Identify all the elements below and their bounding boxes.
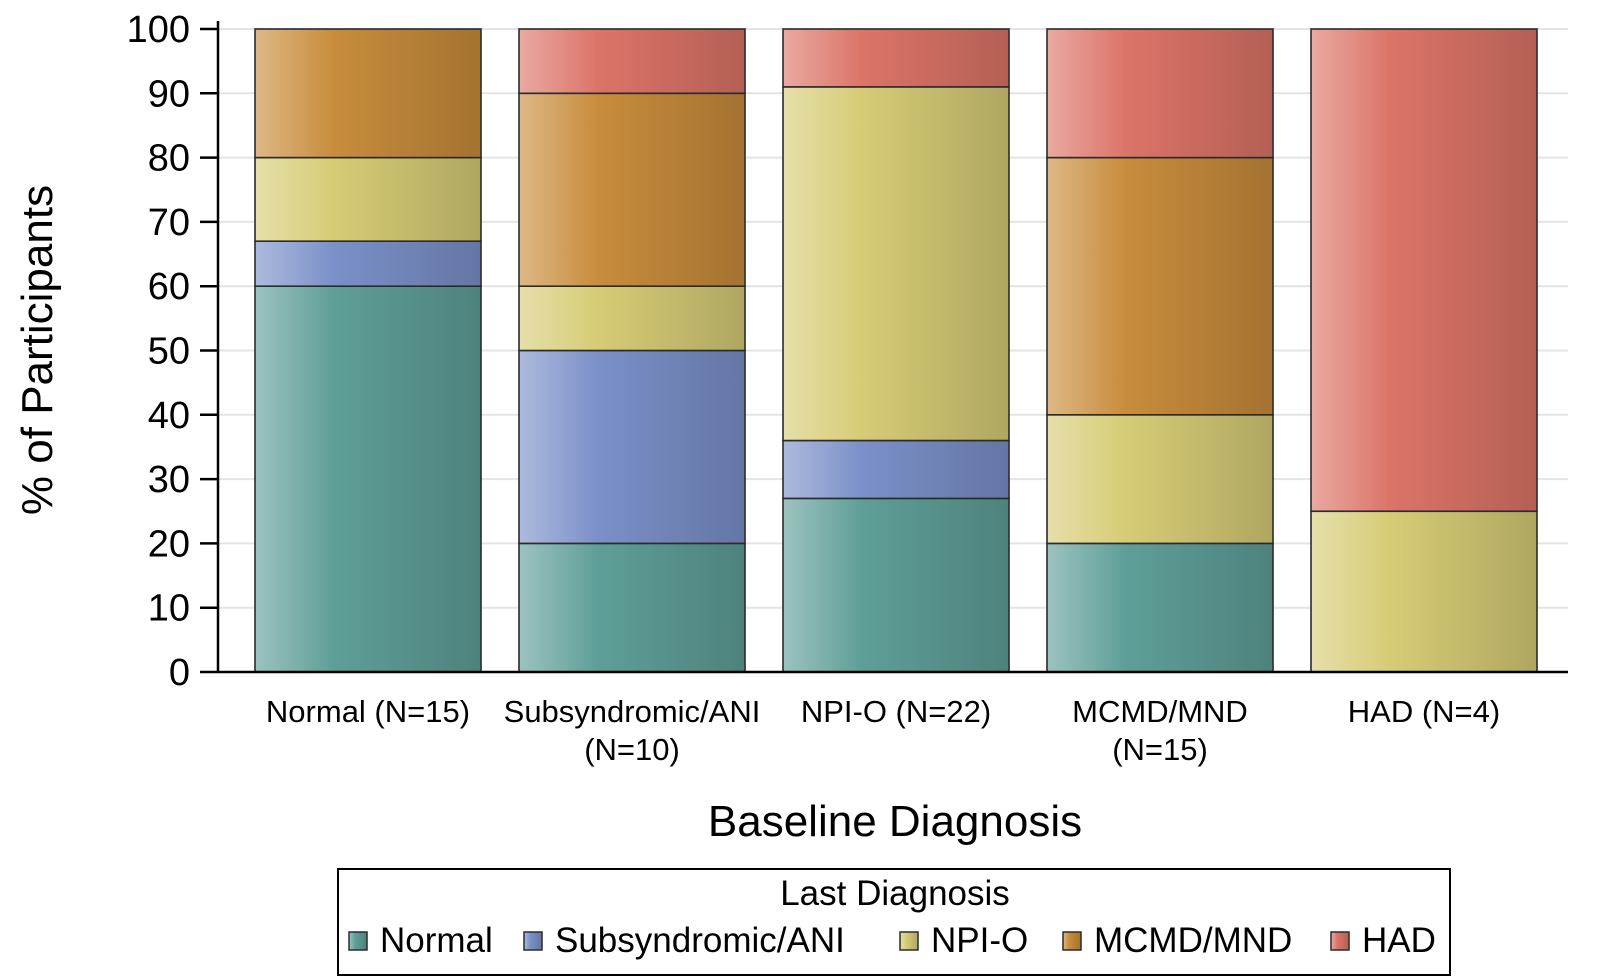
y-tick-label: 40 [148,395,190,437]
bar-segment [254,28,482,159]
x-category-label: (N=15) [1112,732,1208,767]
y-tick-label: 100 [127,9,190,51]
bar-segment [782,28,1010,88]
legend-entry: Normal [380,921,493,960]
x-category-label: NPI-O (N=22) [801,694,991,729]
x-category-label: HAD (N=4) [1348,694,1500,729]
bar-segment [518,92,746,287]
bar-segment [1046,28,1274,159]
axes [200,21,1568,674]
legend-entry: NPI-O [931,921,1028,960]
x-category-label: Subsyndromic/ANI [504,694,761,729]
y-tick-label: 20 [148,523,190,565]
y-tick-label: 60 [148,266,190,308]
bar-segment [782,86,1010,442]
y-tick-label: 0 [169,652,190,694]
legend-swatch [348,931,368,951]
x-category-label: (N=10) [584,732,680,767]
y-tick-label: 50 [148,331,190,373]
bar-segment [254,156,482,242]
legend-entry: HAD [1362,921,1436,960]
y-axis-title: % of Participants [13,185,62,515]
legend: Last Diagnosis Normal Subsyndromic/ANI NPI… [337,868,1451,976]
legend-frame [337,868,1451,976]
bar-segment [1046,413,1274,545]
y-tick-label: 30 [148,459,190,501]
bar-segment [1046,156,1274,416]
legend-title: Last Diagnosis [780,874,1010,913]
legend-entry: Subsyndromic/ANI [555,921,845,960]
bar-segment [1310,28,1538,513]
bar-segment [782,439,1010,500]
x-category-label: Normal (N=15) [266,694,470,729]
y-tick-label: 10 [148,588,190,630]
y-tick-label: 90 [148,73,190,115]
bar-segment [518,349,746,545]
legend-swatch [523,931,543,951]
bar-segment [254,240,482,288]
bar-segment [1310,510,1538,673]
legend-swatch [1330,931,1350,951]
bar-segment [518,285,746,352]
bar-segment [254,285,482,673]
legend-entry: MCMD/MND [1094,921,1292,960]
legend-items: Normal Subsyndromic/ANI NPI-O MCMD/MND HAD [348,921,1436,960]
legend-swatch [899,931,919,951]
y-tick-label: 70 [148,202,190,244]
x-axis-title: Baseline Diagnosis [708,797,1082,846]
x-category-labels: Normal (N=15) Subsyndromic/ANI(N=10) NPI-O… [266,694,1500,767]
bar-segment [518,542,746,673]
bar-segment [518,28,746,95]
bars [254,28,1538,673]
bar-segment [1046,542,1274,673]
x-category-label: MCMD/MND [1072,694,1248,729]
y-tick-label: 80 [148,138,190,180]
y-tick-labels: 0 10 20 30 40 50 60 70 80 90 100 [127,9,190,694]
legend-swatch [1062,931,1082,951]
bar-segment [782,497,1010,673]
